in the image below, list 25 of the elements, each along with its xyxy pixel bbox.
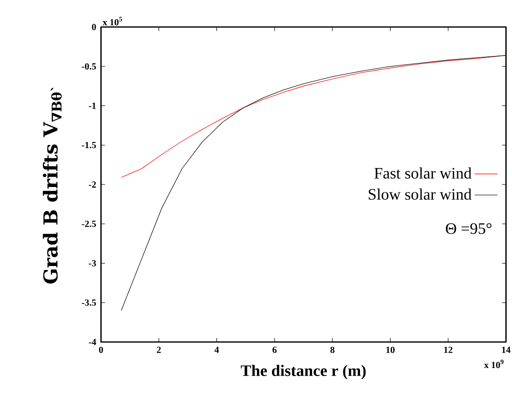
y-tick-label: 0: [92, 24, 96, 30]
legend-label: Slow solar wind: [368, 188, 472, 200]
text: x 10$^{9}$: [484, 360, 504, 368]
legend-label: Fast solar wind: [374, 167, 472, 179]
y-tick-label: -2.5: [82, 220, 96, 228]
annotation: Θ =95°: [446, 223, 492, 234]
x-tick-label: 6: [272, 346, 277, 353]
x-tick-label: 12: [444, 346, 452, 353]
y-tick-label: -4: [88, 338, 96, 346]
y-tick-label: -1: [88, 102, 96, 109]
y-tick-label: -3.5: [82, 299, 96, 306]
y-axis-title: Grad B drifts V$_{∇Bθ`}$: [42, 87, 62, 284]
y-tick-label: -2: [88, 181, 96, 188]
x-axis-title: The distance r (m): [240, 364, 366, 380]
x-tick-label: 4: [214, 346, 219, 353]
text: x 10$^{5}$: [102, 16, 122, 26]
x-tick-label: 2: [156, 346, 161, 353]
line-series: [120, 55, 506, 178]
x-tick-label: 10: [386, 346, 395, 353]
x-tick-label: 0: [99, 346, 103, 353]
x-tick-label: 14: [502, 346, 510, 353]
y-tick-label: -3: [88, 260, 96, 266]
x-tick-label: 8: [330, 346, 334, 353]
y-tick-label: -1.5: [82, 142, 96, 148]
y-tick-label: -0.5: [82, 63, 96, 70]
